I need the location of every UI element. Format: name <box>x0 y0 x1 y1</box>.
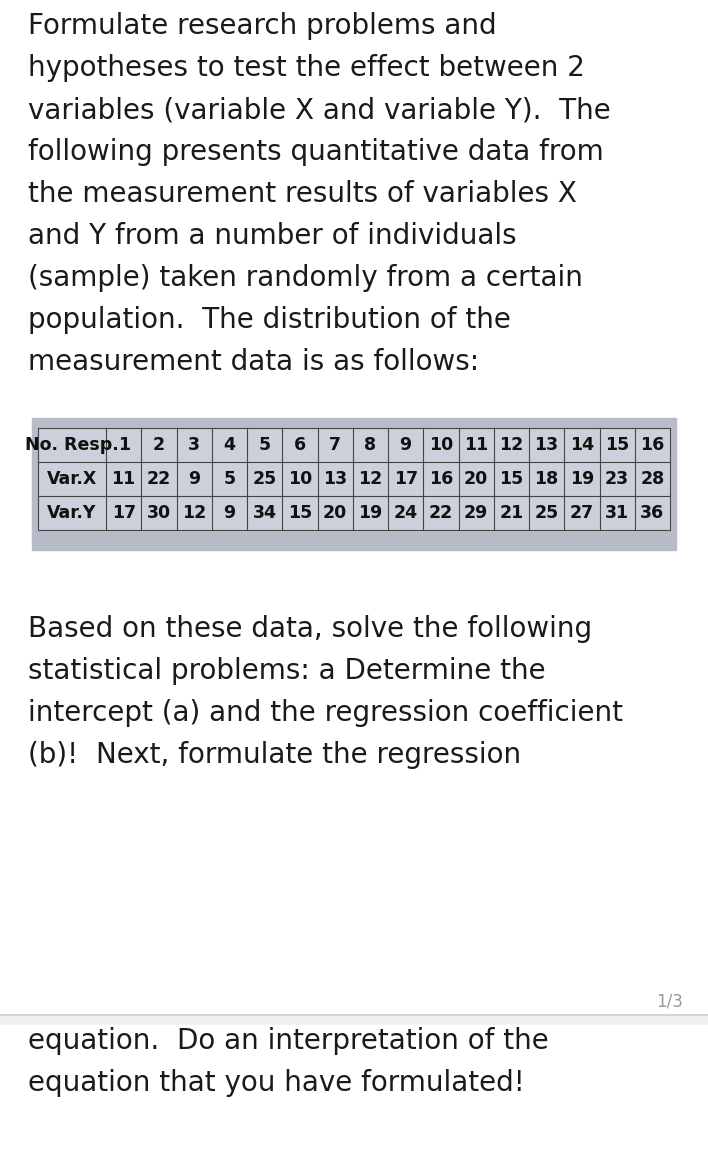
Text: 9: 9 <box>223 503 236 522</box>
Text: equation.  Do an interpretation of the: equation. Do an interpretation of the <box>28 1027 549 1054</box>
Text: 24: 24 <box>394 503 418 522</box>
Text: 25: 25 <box>253 470 277 488</box>
Text: 16: 16 <box>429 470 453 488</box>
Text: the measurement results of variables X: the measurement results of variables X <box>28 180 577 208</box>
Text: 15: 15 <box>605 436 629 454</box>
Text: 10: 10 <box>287 470 312 488</box>
Text: (b)!  Next, formulate the regression: (b)! Next, formulate the regression <box>28 741 521 769</box>
Bar <box>32 418 676 550</box>
Text: Based on these data, solve the following: Based on these data, solve the following <box>28 615 592 643</box>
Text: 29: 29 <box>464 503 489 522</box>
Text: 21: 21 <box>499 503 523 522</box>
Bar <box>0 1025 708 1160</box>
Text: 20: 20 <box>464 470 489 488</box>
Text: 17: 17 <box>394 470 418 488</box>
Text: 7: 7 <box>329 436 341 454</box>
Text: population.  The distribution of the: population. The distribution of the <box>28 306 511 334</box>
Text: 30: 30 <box>147 503 171 522</box>
Text: 19: 19 <box>358 503 382 522</box>
Text: 13: 13 <box>535 436 559 454</box>
Text: and Y from a number of individuals: and Y from a number of individuals <box>28 222 517 251</box>
Text: intercept (a) and the regression coefficient: intercept (a) and the regression coeffic… <box>28 699 623 727</box>
Text: 12: 12 <box>358 470 382 488</box>
Text: 1/3: 1/3 <box>656 992 683 1010</box>
Text: 14: 14 <box>570 436 594 454</box>
Text: (sample) taken randomly from a certain: (sample) taken randomly from a certain <box>28 264 583 292</box>
Text: 11: 11 <box>464 436 489 454</box>
Text: 22: 22 <box>429 503 453 522</box>
Text: 4: 4 <box>224 436 235 454</box>
Text: 31: 31 <box>605 503 629 522</box>
Text: measurement data is as follows:: measurement data is as follows: <box>28 348 479 376</box>
Text: 8: 8 <box>365 436 377 454</box>
Text: Formulate research problems and: Formulate research problems and <box>28 12 496 39</box>
Text: 11: 11 <box>111 470 136 488</box>
Bar <box>38 428 670 530</box>
Text: 20: 20 <box>323 503 347 522</box>
Text: 34: 34 <box>253 503 277 522</box>
Text: equation that you have formulated!: equation that you have formulated! <box>28 1070 525 1097</box>
Bar <box>0 0 708 1015</box>
Text: hypotheses to test the effect between 2: hypotheses to test the effect between 2 <box>28 55 585 82</box>
Text: 16: 16 <box>640 436 665 454</box>
Text: 5: 5 <box>258 436 270 454</box>
Text: following presents quantitative data from: following presents quantitative data fro… <box>28 138 604 166</box>
Text: 9: 9 <box>188 470 200 488</box>
Text: Var.X: Var.X <box>47 470 97 488</box>
Text: 15: 15 <box>499 470 523 488</box>
Text: 12: 12 <box>182 503 206 522</box>
Text: 19: 19 <box>570 470 594 488</box>
Text: 12: 12 <box>499 436 523 454</box>
Text: 23: 23 <box>605 470 629 488</box>
Text: No. Resp.: No. Resp. <box>25 436 119 454</box>
Text: 28: 28 <box>640 470 665 488</box>
Text: Var.Y: Var.Y <box>47 503 97 522</box>
Text: 36: 36 <box>640 503 664 522</box>
Text: 17: 17 <box>112 503 136 522</box>
Text: 2: 2 <box>153 436 165 454</box>
Text: 25: 25 <box>535 503 559 522</box>
Text: 6: 6 <box>294 436 306 454</box>
Text: 27: 27 <box>570 503 594 522</box>
Text: 1: 1 <box>118 436 130 454</box>
Text: 9: 9 <box>399 436 411 454</box>
Text: 3: 3 <box>188 436 200 454</box>
Text: 10: 10 <box>429 436 453 454</box>
Text: variables (variable X and variable Y).  The: variables (variable X and variable Y). T… <box>28 96 611 124</box>
Text: 15: 15 <box>287 503 312 522</box>
Text: 13: 13 <box>323 470 347 488</box>
Text: 18: 18 <box>535 470 559 488</box>
Text: 22: 22 <box>147 470 171 488</box>
Text: 5: 5 <box>223 470 236 488</box>
Text: statistical problems: a Determine the: statistical problems: a Determine the <box>28 657 546 686</box>
